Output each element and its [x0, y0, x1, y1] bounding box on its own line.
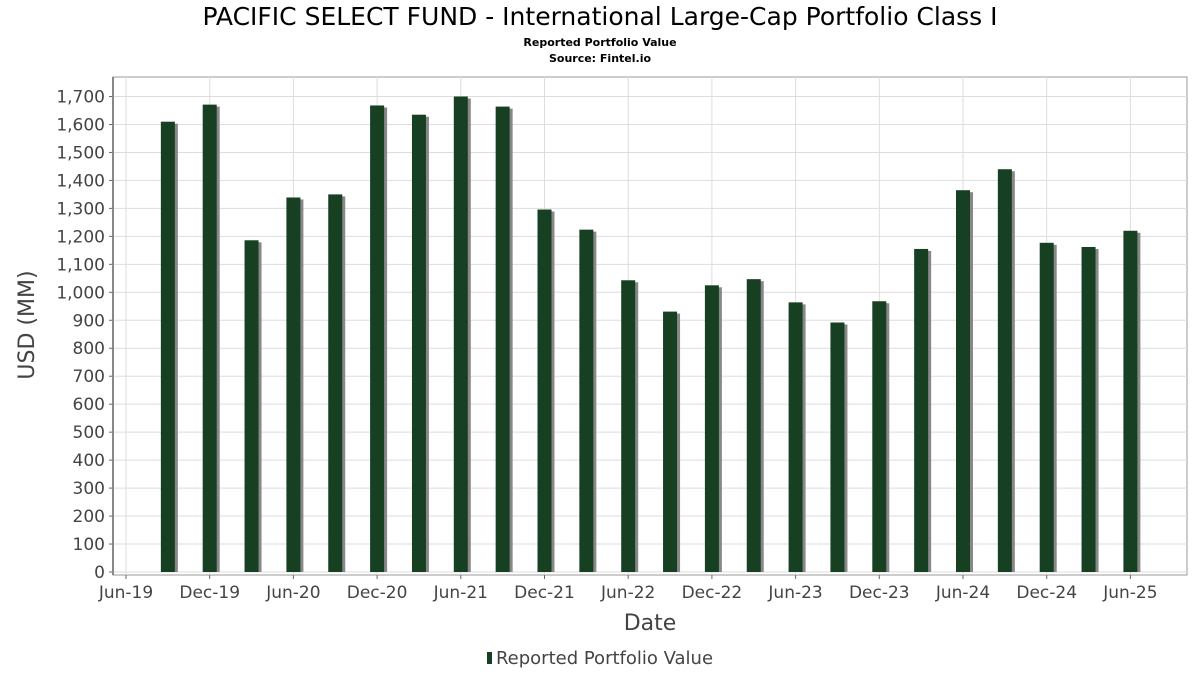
y-tick-label: 300: [73, 479, 105, 499]
bar: [914, 248, 929, 572]
bar: [411, 114, 426, 573]
y-axis-label: USD (MM): [15, 270, 40, 379]
y-tick-label: 1,100: [56, 255, 105, 275]
chart-title: PACIFIC SELECT FUND - International Larg…: [202, 2, 998, 31]
y-tick-label: 1,300: [56, 199, 105, 219]
bar: [160, 121, 175, 573]
bar: [1039, 242, 1054, 573]
x-tick-label: Dec-22: [682, 583, 743, 603]
x-tick-label: Jun-20: [265, 583, 320, 603]
y-tick-label: 900: [73, 311, 105, 331]
x-tick-label: Jun-21: [433, 583, 488, 603]
bar: [872, 301, 887, 572]
y-tick-label: 500: [73, 423, 105, 443]
y-tick-label: 100: [73, 535, 105, 555]
x-tick-label: Dec-21: [514, 583, 575, 603]
x-tick-label: Dec-24: [1016, 583, 1077, 603]
bar: [621, 280, 636, 572]
bar: [746, 279, 761, 572]
y-tick-label: 1,500: [56, 143, 105, 163]
legend: Reported Portfolio Value: [0, 648, 1200, 669]
bar: [704, 285, 719, 572]
chart-source: Source: Fintel.io: [548, 52, 652, 65]
bar: [537, 209, 552, 573]
bar: [453, 96, 468, 572]
bar: [956, 190, 970, 572]
x-tick-label: Jun-24: [935, 583, 990, 603]
x-tick-label: Dec-23: [849, 583, 910, 603]
legend-swatch: [486, 652, 492, 664]
y-tick-label: 200: [73, 507, 105, 527]
bar: [286, 197, 301, 573]
bar: [495, 106, 510, 573]
y-tick-label: 800: [73, 339, 105, 359]
bar: [202, 104, 217, 572]
y-tick-label: 600: [73, 395, 105, 415]
bar: [1123, 230, 1138, 573]
x-tick-label: Dec-20: [347, 583, 408, 603]
y-tick-label: 0: [94, 563, 105, 583]
x-tick-label: Jun-23: [767, 583, 822, 603]
x-tick-label: Jun-22: [600, 583, 655, 603]
bar: [370, 105, 385, 573]
bar: [579, 229, 594, 572]
bar: [244, 240, 259, 572]
legend-label: Reported Portfolio Value: [495, 648, 714, 669]
bar: [997, 169, 1012, 572]
bar: [1081, 246, 1096, 573]
x-tick-label: Dec-19: [179, 583, 240, 603]
chart-subtitle: Reported Portfolio Value: [523, 36, 677, 49]
x-axis-label: Date: [624, 611, 677, 636]
bar: [788, 302, 803, 572]
y-tick-label: 1,400: [56, 171, 105, 191]
y-tick-label: 1,600: [56, 115, 105, 135]
y-tick-label: 400: [73, 451, 105, 471]
plot-area: [112, 76, 1188, 576]
bar: [663, 311, 678, 572]
y-tick-label: 700: [73, 367, 105, 387]
x-tick-label: Jun-19: [98, 583, 153, 603]
bar: [830, 322, 845, 572]
bar: [328, 194, 343, 572]
y-tick-label: 1,000: [56, 283, 105, 303]
x-tick-label: Jun-25: [1102, 583, 1157, 603]
y-tick-label: 1,200: [56, 227, 105, 247]
y-tick-label: 1,700: [56, 88, 105, 108]
